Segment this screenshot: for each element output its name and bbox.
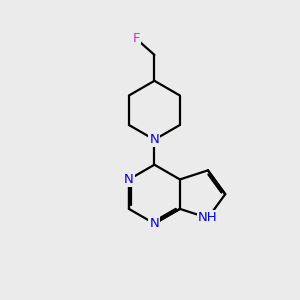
Text: NH: NH [198, 212, 218, 224]
Text: F: F [132, 32, 140, 45]
Text: N: N [149, 217, 159, 230]
Text: N: N [124, 173, 134, 186]
Text: N: N [149, 133, 159, 146]
